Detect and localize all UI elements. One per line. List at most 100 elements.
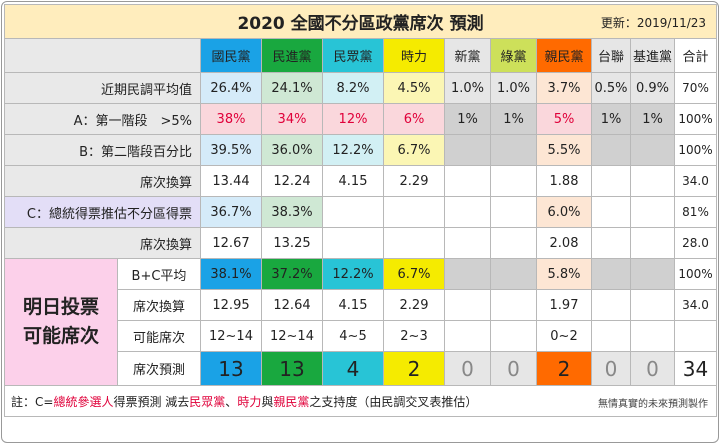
value-cell-新黨: 1.0% — [444, 72, 491, 104]
value-cell-綠黨 — [490, 196, 537, 228]
value-cell-新黨: 0 — [444, 351, 491, 386]
value-cell-時力: 2.29 — [383, 165, 445, 197]
footnote-part: 時力 — [237, 394, 262, 409]
value-cell-基進黨 — [630, 165, 675, 197]
value-cell-國民黨: 38.1% — [200, 258, 262, 290]
row-t2: B：第二階段百分比 39.5% 36.0% 12.2% 6.7% 5.5% 100% — [4, 134, 718, 166]
value-cell-新黨 — [444, 134, 491, 166]
total-cell: 34.0 — [673, 289, 718, 321]
value-cell-國民黨: 12.67 — [200, 227, 262, 259]
value-cell-基進黨 — [630, 227, 675, 259]
party-header-row: 國民黨 民進黨 民眾黨 時力 新黨 綠黨 親民黨 台聯 基進黨 合計 — [4, 38, 718, 73]
row-label: 席次換算 — [4, 227, 201, 259]
row-bc: 明日投票 可能席次 B+C平均 38.1% 37.2% 12.2% 6.7% 5.8% 100% — [4, 258, 718, 386]
total-cell: 100% — [673, 134, 718, 166]
value-cell-民眾黨: 4 — [322, 351, 384, 386]
value-cell-綠黨 — [490, 258, 537, 290]
value-cell-國民黨: 12.95 — [200, 289, 262, 321]
party-header: 國民黨 — [200, 38, 262, 73]
row-avg: 近期民調平均值 26.4% 24.1% 8.2% 4.5% 1.0% 1.0% 3.7% 0.5… — [4, 72, 718, 104]
value-cell-時力 — [383, 227, 445, 259]
value-cell-新黨 — [444, 289, 491, 321]
value-cell-民眾黨: 4~5 — [322, 320, 384, 352]
total-cell: 81% — [673, 196, 718, 228]
value-cell-新黨 — [444, 258, 491, 290]
value-cell-台聯: 0 — [591, 351, 631, 386]
footnote-part: 之支持度（由民調交叉表推估） — [309, 394, 478, 409]
value-cell-基進黨: 1% — [630, 103, 675, 135]
party-header: 民進黨 — [261, 38, 323, 73]
page-title: 2020 全國不分區政黨席次 預測 — [237, 14, 484, 34]
value-cell-基進黨: 0 — [630, 351, 675, 386]
value-cell-國民黨: 36.7% — [200, 196, 262, 228]
total-cell: 34 — [673, 351, 718, 386]
total-cell: 100% — [673, 258, 718, 290]
tomorrow-vote-label-line: 可能席次 — [22, 325, 99, 347]
value-cell-親民黨: 5.5% — [536, 134, 592, 166]
value-cell-親民黨: 5.8% — [536, 258, 592, 290]
value-cell-親民黨: 0~2 — [536, 320, 592, 352]
value-cell-時力: 6.7% — [383, 258, 445, 290]
row-label: A：第一階段 >5% — [4, 103, 201, 135]
row-label: B：第二階段百分比 — [4, 134, 201, 166]
value-cell-民眾黨 — [322, 196, 384, 228]
value-cell-國民黨: 13 — [200, 351, 262, 386]
row-pred: 席次預測 13 13 4 2 0 0 2 0 0 34 — [5, 351, 718, 386]
value-cell-國民黨: 26.4% — [200, 72, 262, 104]
value-cell-民進黨: 12.64 — [261, 289, 323, 321]
value-cell-新黨 — [444, 320, 491, 352]
total-cell: 34.0 — [673, 165, 718, 197]
value-cell-親民黨: 1.88 — [536, 165, 592, 197]
value-cell-綠黨: 0 — [490, 351, 537, 386]
total-header: 合計 — [673, 38, 718, 73]
value-cell-基進黨 — [630, 258, 675, 290]
value-cell-基進黨 — [630, 320, 675, 352]
row-s3: 席次換算 12.95 12.64 4.15 2.29 1.97 34.0 — [5, 289, 718, 321]
row-label: 近期民調平均值 — [4, 72, 201, 104]
value-cell-時力: 4.5% — [383, 72, 445, 104]
row-label: C：總統得票推估不分區得票 — [4, 196, 201, 228]
value-cell-時力: 2 — [383, 351, 445, 386]
footnote-part: 親民黨 — [273, 394, 310, 409]
value-cell-新黨 — [444, 165, 491, 197]
value-cell-國民黨: 38% — [200, 103, 262, 135]
seat-forecast-table: 2020 全國不分區政黨席次 預測 更新：2019/11/23 國民黨 民進黨 民眾… — [3, 4, 718, 417]
value-cell-綠黨 — [490, 227, 537, 259]
value-cell-親民黨: 2.08 — [536, 227, 592, 259]
value-cell-綠黨: 1.0% — [490, 72, 537, 104]
value-cell-民眾黨: 8.2% — [322, 72, 384, 104]
row-label: 席次換算 — [117, 289, 201, 321]
value-cell-民進黨: 36.0% — [261, 134, 323, 166]
title-bar: 2020 全國不分區政黨席次 預測 更新：2019/11/23 — [3, 4, 718, 39]
author-signature: 無情真實的未來預測製作 — [598, 399, 709, 410]
value-cell-台聯: 0.5% — [591, 72, 631, 104]
total-cell: 70% — [673, 72, 718, 104]
value-cell-綠黨: 1% — [490, 103, 537, 135]
updated-date: 更新：2019/11/23 — [600, 16, 707, 30]
value-cell-綠黨 — [490, 165, 537, 197]
value-cell-親民黨: 5% — [536, 103, 592, 135]
value-cell-民進黨: 37.2% — [261, 258, 323, 290]
value-cell-民眾黨: 12% — [322, 103, 384, 135]
value-cell-國民黨: 13.44 — [200, 165, 262, 197]
value-cell-民進黨: 34% — [261, 103, 323, 135]
value-cell-綠黨 — [490, 320, 537, 352]
row-t1: A：第一階段 >5% 38% 34% 12% 6% 1% 1% 5% 1% 1% 100% — [4, 103, 718, 135]
party-header: 新黨 — [444, 38, 491, 73]
value-cell-國民黨: 12~14 — [200, 320, 262, 352]
value-cell-民眾黨: 12.2% — [322, 134, 384, 166]
value-cell-台聯 — [591, 289, 631, 321]
value-cell-台聯 — [591, 165, 631, 197]
value-cell-新黨 — [444, 227, 491, 259]
value-cell-時力: 6% — [383, 103, 445, 135]
row-c: C：總統得票推估不分區得票 36.7% 38.3% 6.0% 81% — [4, 196, 718, 228]
value-cell-國民黨: 39.5% — [200, 134, 262, 166]
total-cell: 100% — [673, 103, 718, 135]
value-cell-親民黨: 2 — [536, 351, 592, 386]
value-cell-時力 — [383, 196, 445, 228]
footnote-part: 總統參選人 — [53, 394, 114, 409]
value-cell-親民黨: 1.97 — [536, 289, 592, 321]
value-cell-民眾黨 — [322, 227, 384, 259]
row-label: 席次預測 — [117, 351, 201, 386]
